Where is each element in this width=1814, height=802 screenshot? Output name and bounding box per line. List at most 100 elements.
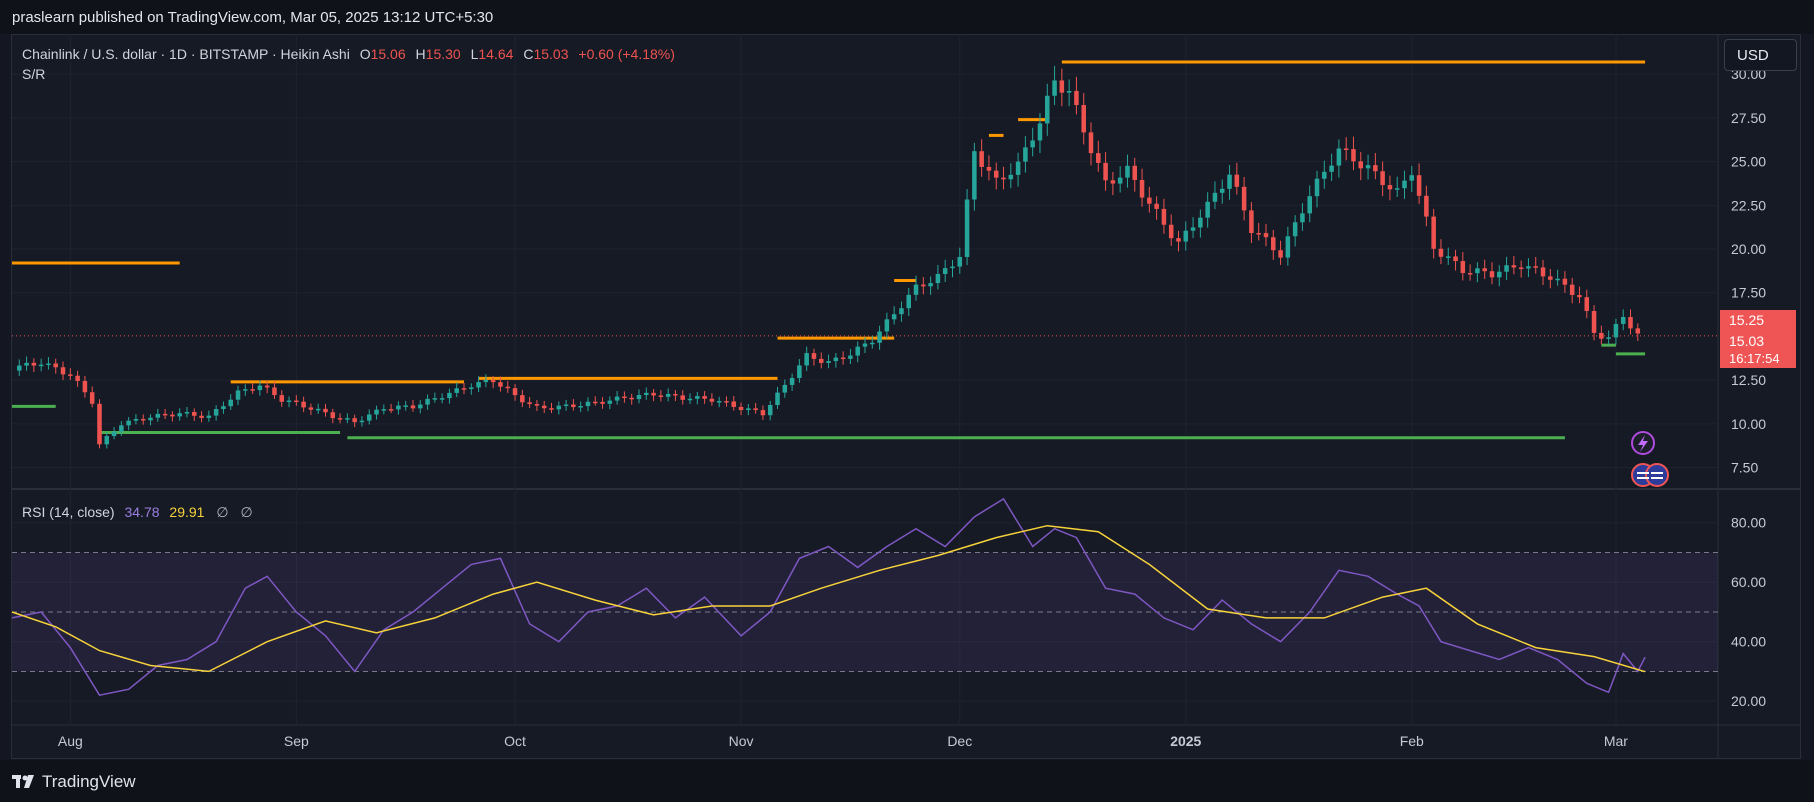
candle-body bbox=[760, 410, 766, 416]
candle-body bbox=[636, 395, 642, 400]
candle-body bbox=[1205, 201, 1210, 218]
candle-body bbox=[46, 363, 51, 366]
open-label: O bbox=[360, 46, 371, 62]
candle-body bbox=[126, 420, 131, 426]
candle-body bbox=[1219, 188, 1225, 193]
candle-body bbox=[1504, 265, 1509, 272]
price-tick-label: 10.00 bbox=[1731, 416, 1766, 432]
rsi-ma-line bbox=[11, 524, 1646, 673]
candle-body bbox=[644, 392, 649, 396]
candle-body bbox=[257, 385, 263, 391]
indicator-label[interactable]: S/R bbox=[22, 66, 45, 82]
candle-body bbox=[782, 384, 788, 393]
candle-body bbox=[330, 412, 336, 419]
candle-body bbox=[31, 362, 37, 366]
last-price-tag-bg bbox=[1720, 330, 1796, 368]
candle-body bbox=[1234, 174, 1240, 187]
candle-body bbox=[665, 393, 671, 397]
candle-body bbox=[337, 418, 343, 420]
candle-body bbox=[1518, 267, 1524, 270]
candle-body bbox=[1628, 316, 1633, 329]
us-flag-icon-2 bbox=[1645, 463, 1669, 487]
candle-body bbox=[359, 420, 365, 423]
candle-body bbox=[724, 401, 729, 403]
candle-body bbox=[454, 388, 459, 393]
candle-body bbox=[53, 363, 59, 368]
rsi-line bbox=[11, 497, 1646, 697]
candle-body bbox=[534, 404, 540, 406]
candle-body bbox=[1147, 197, 1152, 204]
candle-body bbox=[1030, 140, 1035, 148]
candle-body bbox=[811, 353, 817, 359]
candle-body bbox=[1190, 227, 1196, 231]
candle-body bbox=[1482, 268, 1487, 272]
price-tags: 15.25 15.03 16:17:54 bbox=[1720, 310, 1796, 368]
candle-body bbox=[1052, 80, 1057, 96]
candle-body bbox=[250, 389, 255, 391]
rsi-legend[interactable]: RSI (14, close) 34.78 29.91 ∅ ∅ bbox=[22, 504, 253, 520]
candle-body bbox=[1161, 208, 1167, 225]
candle-body bbox=[1212, 192, 1218, 202]
chart-canvas[interactable]: 30.0027.5025.0022.5020.0017.5012.5010.00… bbox=[0, 0, 1814, 760]
candle-body bbox=[1241, 186, 1247, 211]
candle-body bbox=[1059, 80, 1065, 93]
price-tick-label: 22.50 bbox=[1731, 197, 1766, 213]
candle-body bbox=[1380, 171, 1385, 186]
candle-body bbox=[520, 395, 525, 403]
candle-body bbox=[1620, 316, 1626, 324]
candle-body bbox=[1103, 162, 1108, 181]
candle-body bbox=[1402, 180, 1407, 189]
candle-body bbox=[563, 404, 569, 406]
price-tick-label: 20.00 bbox=[1731, 241, 1766, 257]
candle-body bbox=[1081, 105, 1086, 133]
price-axis[interactable]: 30.0027.5025.0022.5020.0017.5012.5010.00… bbox=[1731, 66, 1766, 709]
candle-body bbox=[1475, 268, 1480, 274]
candle-body bbox=[279, 395, 285, 402]
candle-body bbox=[1424, 195, 1429, 217]
candle-body bbox=[1548, 276, 1553, 280]
candle-body bbox=[775, 392, 780, 406]
candle-body bbox=[1416, 175, 1422, 196]
candle-body bbox=[753, 408, 758, 411]
candle-body bbox=[848, 355, 853, 359]
high-tag: 15.25 bbox=[1729, 312, 1764, 328]
candle-body bbox=[381, 409, 387, 411]
candle-body bbox=[1460, 261, 1466, 274]
candle-body bbox=[571, 404, 576, 408]
event-markers[interactable] bbox=[1631, 431, 1669, 487]
time-tick-label: Aug bbox=[58, 733, 83, 749]
candle-body bbox=[1117, 177, 1123, 184]
candle-body bbox=[549, 408, 554, 410]
last-price-tag: 15.03 bbox=[1729, 333, 1764, 349]
candle-body bbox=[432, 398, 438, 400]
low-value: 14.64 bbox=[478, 46, 513, 62]
candle-body bbox=[687, 398, 693, 401]
tradingview-brand[interactable]: TradingView bbox=[12, 772, 136, 792]
candle-body bbox=[746, 408, 751, 411]
price-tick-label: 12.50 bbox=[1731, 372, 1766, 388]
candle-body bbox=[148, 417, 153, 421]
candle-body bbox=[199, 415, 204, 418]
currency-button[interactable]: USD bbox=[1724, 39, 1797, 71]
candle-body bbox=[614, 396, 620, 401]
candle-body bbox=[235, 390, 241, 400]
candle-body bbox=[206, 415, 212, 418]
candle-body bbox=[1322, 171, 1327, 179]
candle-body bbox=[884, 319, 890, 332]
footer bbox=[0, 760, 1814, 802]
candle-body bbox=[111, 431, 117, 437]
time-tick-label: Nov bbox=[729, 733, 754, 749]
chart-frame[interactable] bbox=[11, 34, 1801, 759]
candle-body bbox=[928, 283, 933, 287]
candles[interactable] bbox=[17, 65, 1641, 449]
candle-body bbox=[1365, 165, 1371, 169]
empty-value-2: ∅ bbox=[240, 504, 252, 520]
candle-body bbox=[921, 284, 926, 287]
candle-body bbox=[1168, 224, 1174, 239]
rsi-ma-value: 29.91 bbox=[169, 504, 204, 520]
candle-body bbox=[1329, 165, 1334, 172]
candle-body bbox=[1139, 179, 1145, 198]
time-axis[interactable]: Aug Sep Oct Nov Dec 2025 Feb Mar bbox=[58, 733, 1628, 749]
candle-body bbox=[797, 365, 802, 379]
candle-body bbox=[505, 386, 511, 389]
